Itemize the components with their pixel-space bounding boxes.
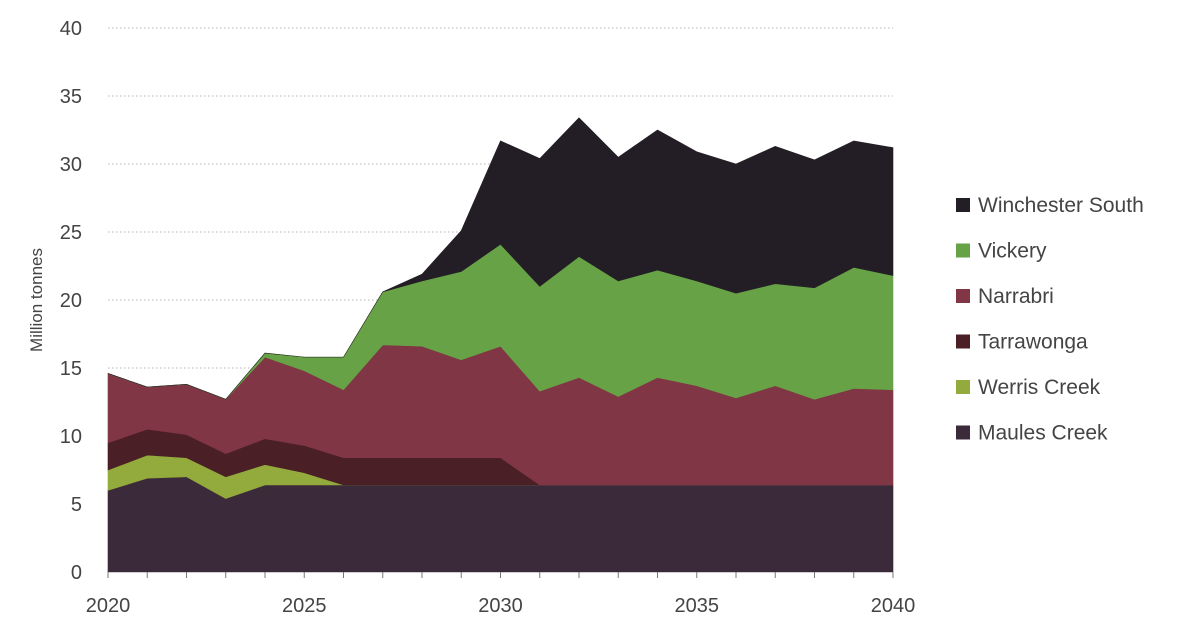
legend-swatch — [956, 289, 970, 303]
area-series — [107, 117, 894, 573]
legend: Winchester South Vickery Narrabri Tarrawong… — [956, 194, 1144, 445]
series-area-winchester-south — [107, 117, 894, 400]
legend-swatch — [956, 380, 970, 394]
legend-label: Vickery — [978, 240, 1047, 263]
legend-label: Tarrawonga — [978, 331, 1088, 354]
legend-label: Maules Creek — [978, 422, 1108, 445]
y-tick-label: 10 — [60, 426, 82, 448]
legend-swatch — [956, 425, 970, 440]
y-tick-label: 20 — [60, 290, 82, 312]
y-tick-label: 30 — [60, 154, 82, 176]
y-axis-label: Million tonnes — [27, 248, 46, 352]
y-tick-label: 40 — [60, 18, 82, 40]
y-axis-ticks: 0 5 10 15 20 25 30 35 40 — [60, 18, 82, 584]
y-tick-label: 25 — [60, 222, 82, 244]
legend-swatch — [956, 243, 970, 258]
x-tick-label: 2040 — [871, 595, 916, 617]
x-tick-label: 2025 — [282, 595, 327, 617]
y-tick-label: 15 — [60, 358, 82, 380]
y-tick-label: 0 — [71, 562, 82, 584]
x-tick-label: 2035 — [675, 595, 720, 617]
legend-label: Werris Creek — [978, 376, 1101, 399]
y-tick-label: 35 — [60, 86, 82, 108]
x-tick-label: 2020 — [86, 595, 131, 617]
legend-label: Narrabri — [978, 285, 1054, 308]
y-tick-label: 5 — [71, 494, 82, 516]
x-tick-label: 2030 — [478, 595, 523, 617]
legend-swatch — [956, 198, 970, 212]
x-axis-ticks: 2020 2025 2030 2035 2040 — [86, 572, 916, 617]
legend-swatch — [956, 334, 970, 349]
legend-label: Winchester South — [978, 194, 1144, 217]
